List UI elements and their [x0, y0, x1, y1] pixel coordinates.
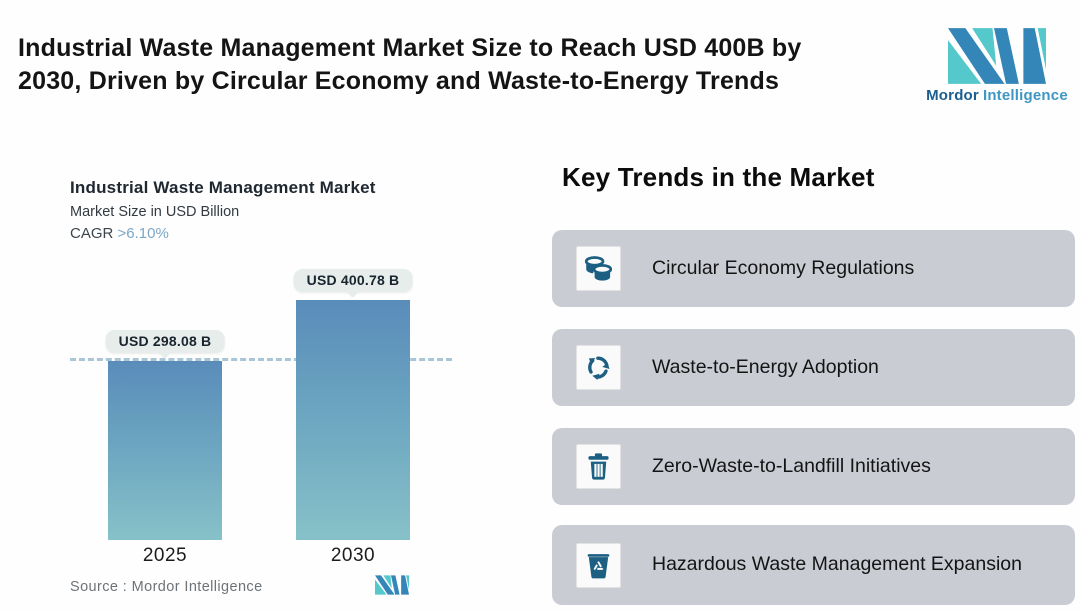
mordor-intelligence-logo-icon	[948, 28, 1046, 84]
brand-name: Mordor Intelligence	[922, 87, 1072, 104]
trend-card-circular-economy: Circular Economy Regulations	[552, 230, 1075, 307]
trend-label: Hazardous Waste Management Expansion	[652, 553, 1022, 576]
trend-label: Circular Economy Regulations	[652, 256, 915, 279]
recycle-bin-icon	[576, 542, 621, 588]
cagr-value: >6.10%	[117, 225, 169, 242]
source-note: Source : Mordor Intelligence	[70, 579, 263, 595]
reference-dashed-line	[70, 358, 452, 361]
page-title-line2: 2030, Driven by Circular Economy and Was…	[18, 67, 780, 96]
trend-card-waste-to-energy: Waste-to-Energy Adoption	[552, 329, 1075, 406]
brand-name-secondary: Intelligence	[982, 87, 1068, 104]
bar-chart: USD 298.08 B USD 400.78 B	[70, 269, 452, 540]
value-label-2025: USD 298.08 B	[105, 330, 225, 353]
trends-heading: Key Trends in the Market	[562, 162, 875, 192]
bar-2030	[296, 300, 410, 540]
chart-title: Industrial Waste Management Market	[70, 178, 376, 197]
trend-card-zero-waste: Zero-Waste-to-Landfill Initiatives	[552, 428, 1075, 505]
value-label-2030: USD 400.78 B	[293, 269, 413, 292]
mordor-mini-logo-icon	[375, 575, 409, 595]
x-axis-label-2030: 2030	[330, 545, 376, 566]
x-axis-label-2025: 2025	[142, 545, 188, 566]
brand-name-primary: Mordor	[926, 87, 979, 104]
page-title: Industrial Waste Management Market Size …	[18, 32, 898, 99]
bar-2025	[108, 361, 222, 540]
trash-bin-icon	[576, 444, 621, 489]
chart-cagr: CAGR >6.10%	[70, 225, 169, 242]
coins-icon	[576, 246, 621, 291]
brand-logo: Mordor Intelligence	[922, 28, 1072, 104]
page-title-line1: Industrial Waste Management Market Size …	[18, 34, 802, 62]
trend-label: Waste-to-Energy Adoption	[652, 355, 879, 378]
trend-label: Zero-Waste-to-Landfill Initiatives	[652, 454, 931, 477]
trend-card-hazardous-waste: Hazardous Waste Management Expansion	[552, 525, 1075, 605]
chart-subtitle: Market Size in USD Billion	[70, 204, 240, 220]
cagr-label: CAGR	[70, 225, 114, 242]
recycle-icon	[576, 345, 621, 390]
